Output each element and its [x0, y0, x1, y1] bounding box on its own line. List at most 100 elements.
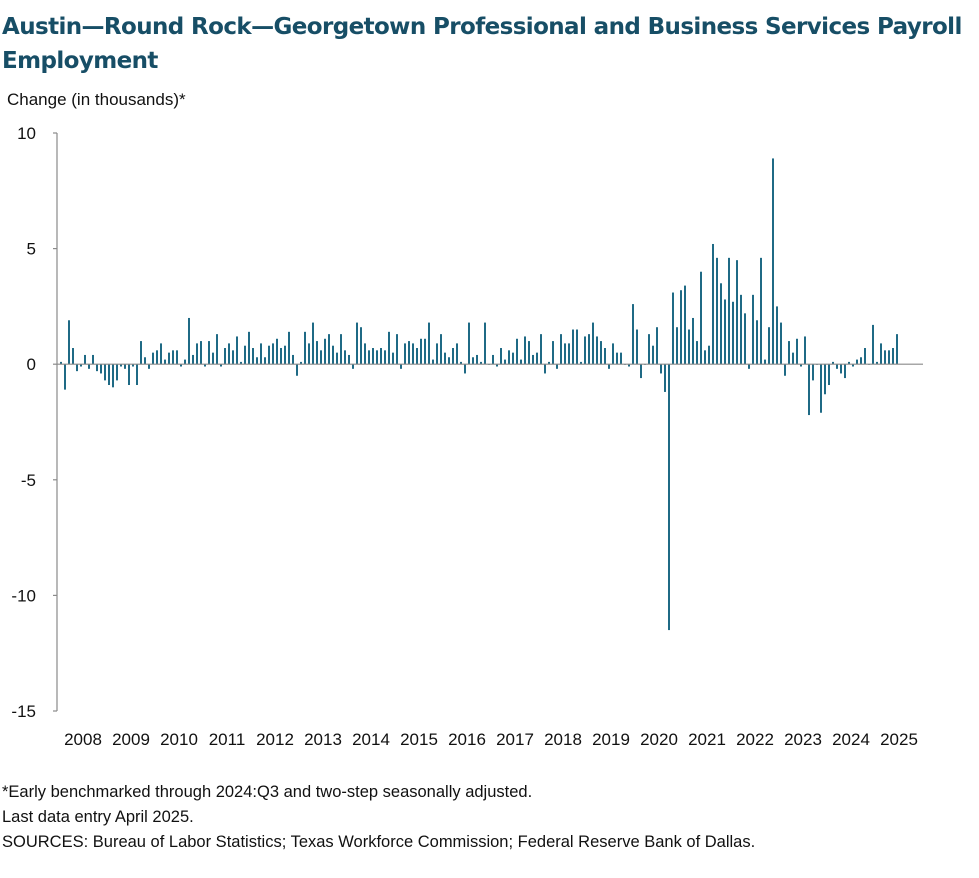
footnote-last-entry: Last data entry April 2025. — [2, 808, 194, 826]
data-bar — [152, 352, 154, 365]
data-bar — [376, 350, 378, 365]
data-bar — [336, 352, 338, 365]
data-bar — [832, 361, 834, 365]
data-bar — [768, 327, 770, 365]
data-bar — [600, 341, 602, 365]
data-bar — [828, 364, 830, 386]
data-bar — [176, 350, 178, 365]
data-bar — [520, 359, 522, 365]
data-bar — [852, 364, 854, 367]
data-bar — [124, 364, 126, 369]
data-bar — [580, 361, 582, 365]
data-bar — [564, 343, 566, 365]
data-bar — [584, 336, 586, 365]
data-bar — [228, 343, 230, 365]
data-bar — [480, 361, 482, 365]
data-bar — [684, 285, 686, 365]
y-tick-label: 5 — [27, 240, 36, 259]
data-bar — [280, 348, 282, 365]
data-bar — [104, 364, 106, 381]
data-bar — [276, 338, 278, 365]
data-bar — [548, 361, 550, 365]
chart-title: Austin—Round Rock—Georgetown Professiona… — [2, 14, 962, 74]
data-bar — [192, 354, 194, 365]
data-bar — [620, 352, 622, 365]
data-bar — [84, 354, 86, 365]
data-bar — [404, 343, 406, 365]
x-axis: 2008 2009 2010 2011 2012 2013 2014 2015 2016 2017… — [57, 363, 923, 749]
data-bar — [296, 364, 298, 376]
x-tick-label: 2018 — [544, 730, 582, 749]
data-bar — [500, 348, 502, 365]
data-bar — [204, 364, 206, 367]
data-bar — [844, 364, 846, 379]
data-bar — [468, 322, 470, 365]
data-bar — [68, 320, 70, 365]
data-bar — [656, 327, 658, 365]
data-bar — [664, 364, 666, 392]
data-bar — [848, 361, 850, 365]
data-bar — [788, 341, 790, 365]
data-bar — [64, 364, 66, 390]
bar-chart: 10 5 0 -5 -10 -15 2008 2009 2010 2011 2012 2013 201… — [11, 124, 923, 749]
data-bar — [304, 331, 306, 365]
data-bar — [76, 364, 78, 372]
data-bar — [328, 334, 330, 365]
data-bar — [244, 345, 246, 365]
data-bar — [556, 364, 558, 369]
data-bar — [136, 364, 138, 386]
data-bar — [576, 329, 578, 365]
data-bar — [884, 350, 886, 365]
data-bar — [348, 354, 350, 365]
data-bar — [596, 336, 598, 365]
data-bar — [784, 364, 786, 376]
data-bar — [156, 350, 158, 365]
data-bar — [872, 324, 874, 365]
data-bar — [552, 341, 554, 365]
data-bar — [560, 334, 562, 365]
data-bar — [464, 364, 466, 374]
data-bar — [312, 322, 314, 365]
data-bar — [516, 338, 518, 365]
footnote-benchmark: *Early benchmarked through 2024:Q3 and t… — [2, 783, 533, 801]
x-tick-label: 2021 — [688, 730, 726, 749]
data-bar — [572, 329, 574, 365]
data-bar — [384, 350, 386, 365]
data-bar — [524, 336, 526, 365]
data-bar — [720, 283, 722, 365]
data-bar — [888, 350, 890, 365]
data-bar — [72, 348, 74, 365]
data-bar — [232, 350, 234, 365]
x-tick-label: 2012 — [256, 730, 294, 749]
data-bar — [432, 359, 434, 365]
x-tick-label: 2013 — [304, 730, 342, 749]
data-bar — [392, 352, 394, 365]
data-bar — [808, 364, 810, 416]
x-tick-label: 2009 — [112, 730, 150, 749]
data-bar — [492, 354, 494, 365]
data-bar — [308, 343, 310, 365]
data-bar — [876, 361, 878, 365]
y-tick-label: -15 — [11, 702, 36, 721]
data-bar — [628, 364, 630, 367]
y-tick-label: -10 — [11, 586, 36, 605]
data-bar — [668, 364, 670, 631]
data-bar — [568, 343, 570, 365]
data-bar — [608, 364, 610, 369]
data-bar — [332, 345, 334, 365]
data-bar — [692, 317, 694, 365]
data-bar — [120, 364, 122, 367]
data-bar — [168, 352, 170, 365]
y-tick-label: 0 — [27, 355, 36, 374]
data-bar — [272, 343, 274, 365]
data-bar — [472, 357, 474, 365]
data-bar — [408, 341, 410, 365]
data-bar — [184, 359, 186, 365]
data-bar — [116, 364, 118, 381]
data-bar — [316, 341, 318, 365]
data-bar — [160, 343, 162, 365]
x-tick-label: 2011 — [209, 730, 246, 749]
data-bar — [724, 299, 726, 365]
data-bar — [400, 364, 402, 369]
data-bar — [96, 364, 98, 372]
